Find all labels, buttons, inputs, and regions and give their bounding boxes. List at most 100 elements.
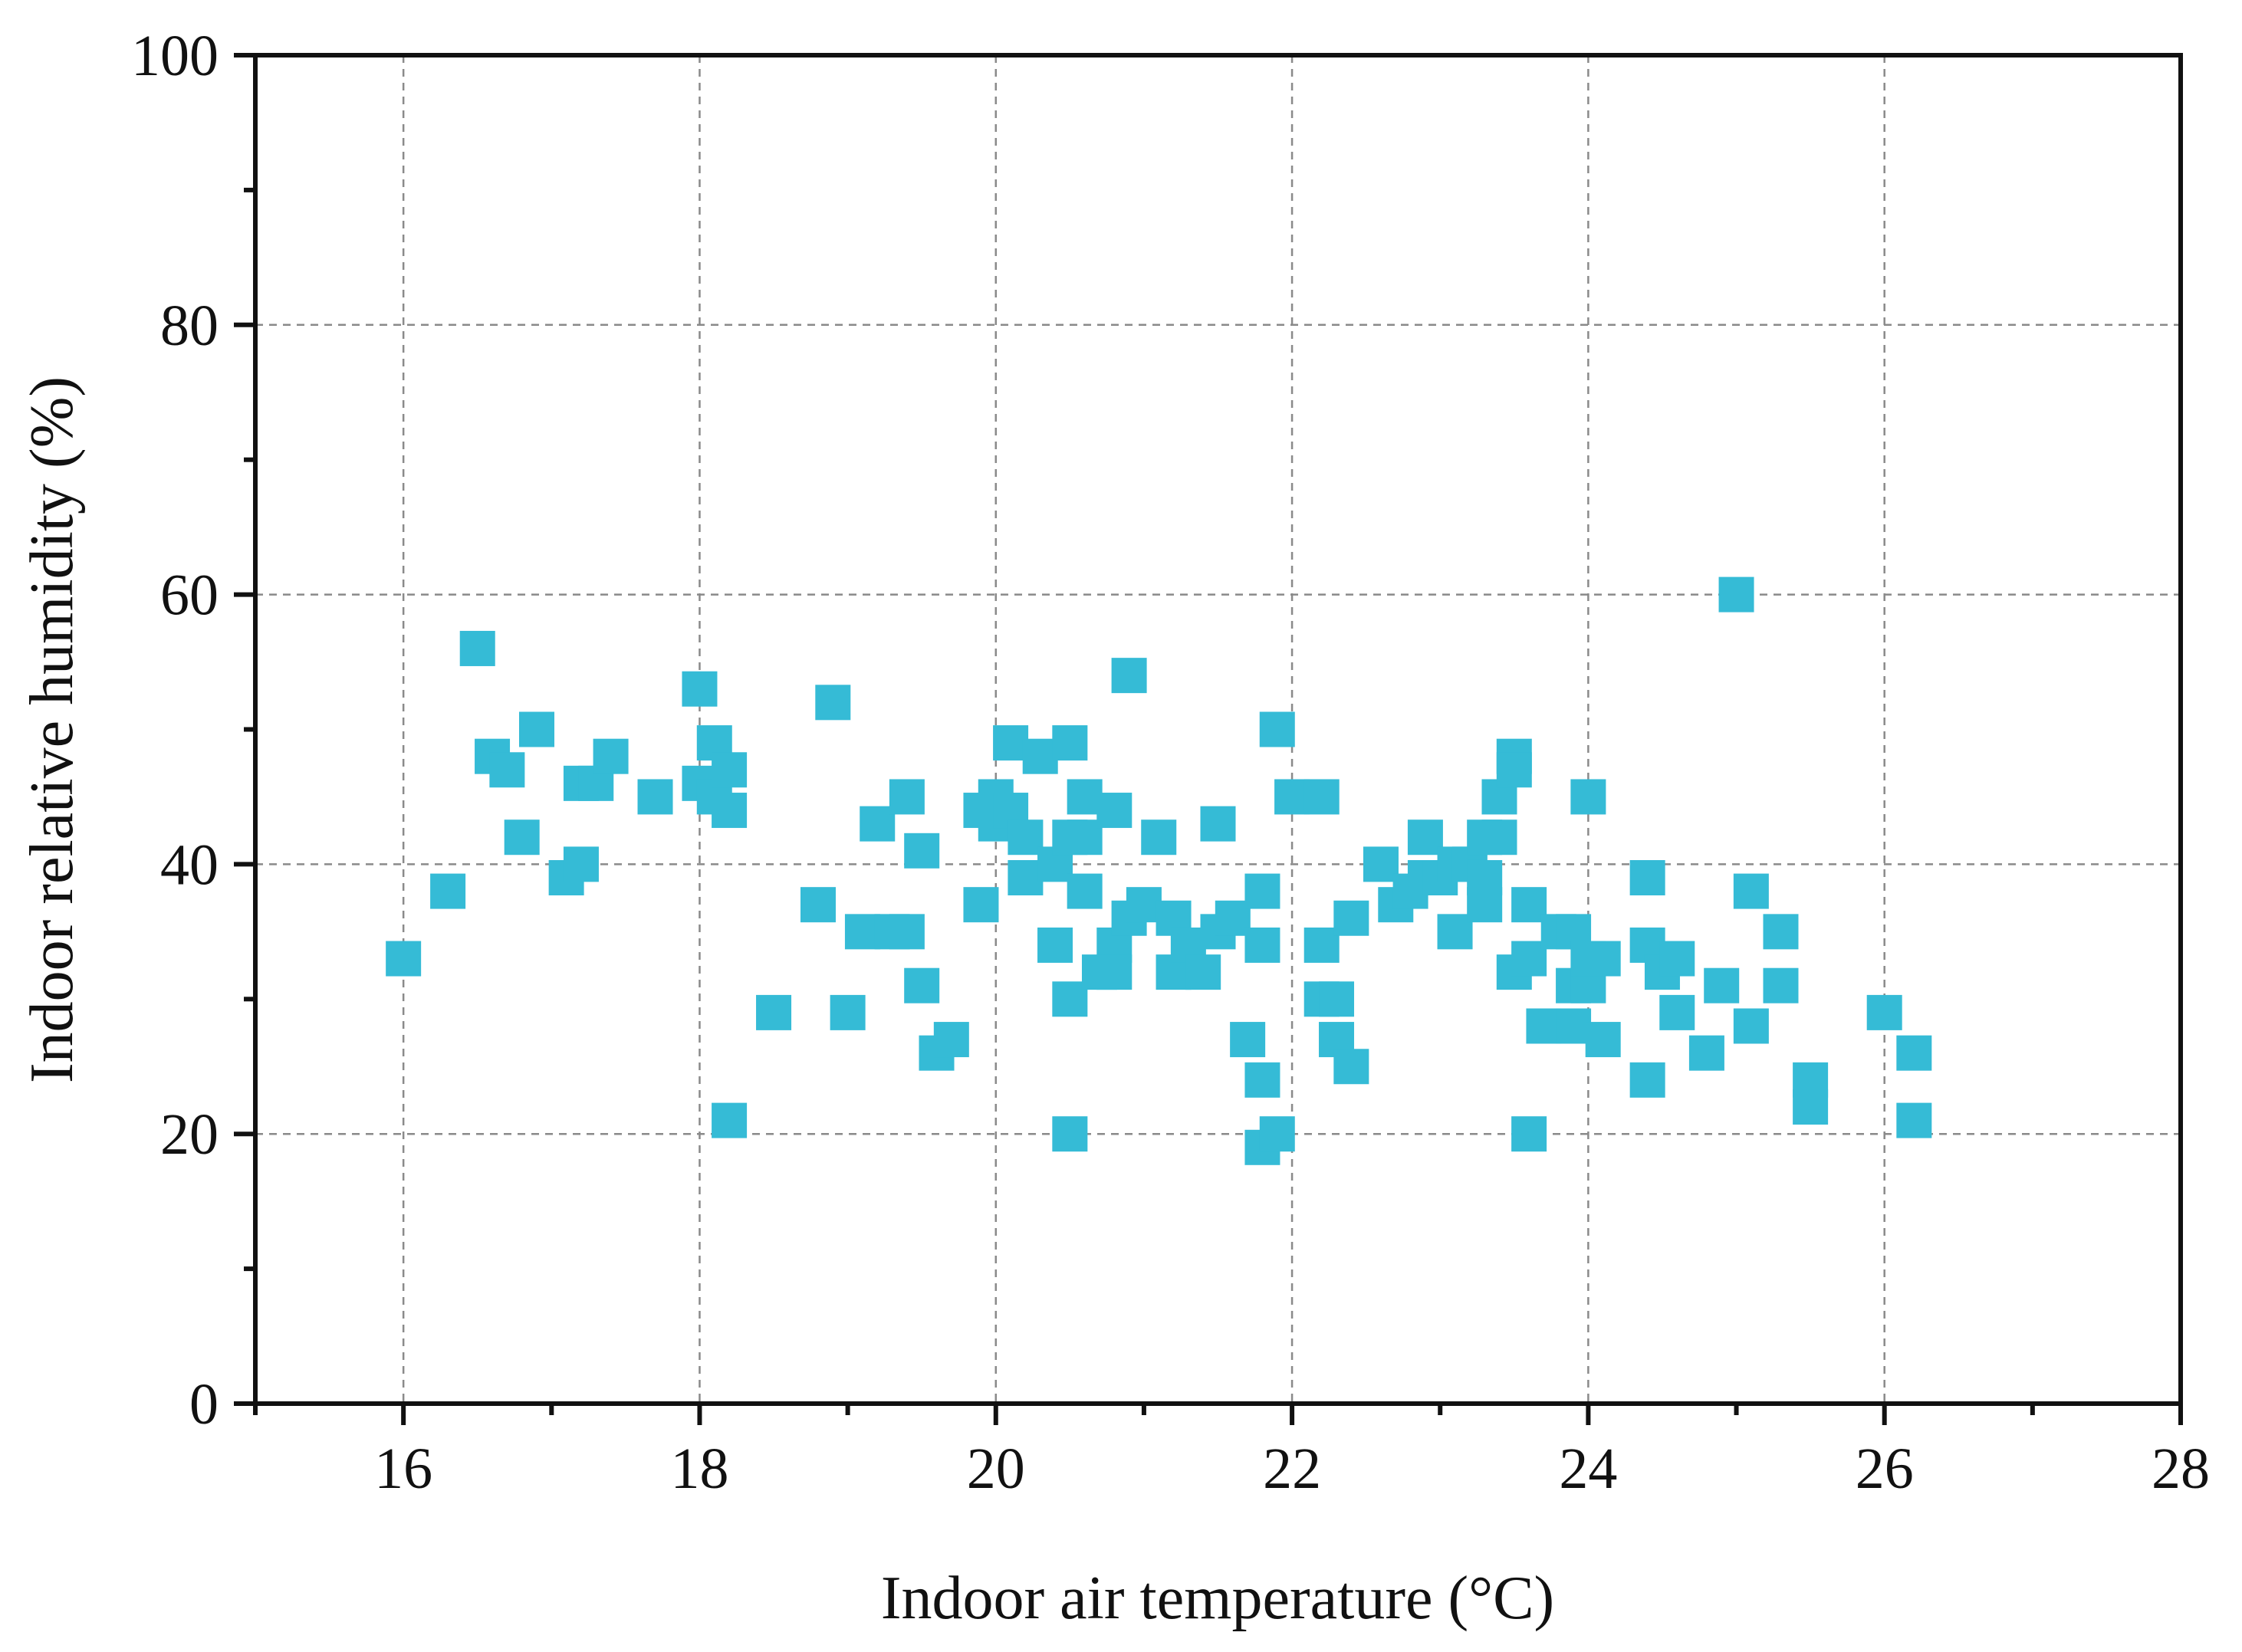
data-point — [904, 967, 940, 1003]
x-tick-label: 28 — [2152, 1437, 2210, 1501]
data-point — [504, 819, 540, 856]
x-tick-label: 26 — [1856, 1437, 1914, 1501]
data-point — [712, 793, 748, 829]
data-point — [1067, 873, 1103, 909]
y-axis-title: Indoor relative humidity (%) — [18, 376, 86, 1083]
data-point — [1052, 1116, 1088, 1152]
data-point — [1008, 819, 1044, 856]
data-point — [963, 887, 999, 923]
data-point — [1274, 779, 1310, 815]
data-point — [1244, 1062, 1280, 1098]
y-tick-label: 20 — [160, 1102, 219, 1167]
x-tick-label: 22 — [1263, 1437, 1321, 1501]
data-point — [593, 738, 629, 774]
data-point — [1244, 927, 1280, 963]
x-tick-label: 16 — [374, 1437, 432, 1501]
y-tick-label: 60 — [160, 563, 219, 628]
y-tick-label: 40 — [160, 833, 219, 897]
data-point — [1067, 779, 1103, 815]
data-point — [1303, 927, 1340, 963]
data-point — [430, 873, 466, 909]
data-point — [1511, 1116, 1547, 1152]
y-tick-labels: 0 20 40 60 80 100 — [131, 24, 219, 1437]
data-point — [489, 752, 525, 788]
y-tick-label: 0 — [189, 1372, 219, 1437]
data-point — [682, 671, 718, 707]
data-point — [1793, 1089, 1829, 1125]
data-point — [1585, 941, 1621, 977]
data-point — [1511, 887, 1547, 923]
data-point — [1244, 873, 1280, 909]
data-point — [889, 914, 925, 950]
data-point — [1259, 711, 1295, 747]
data-point — [1259, 1116, 1295, 1152]
data-point — [1185, 954, 1221, 990]
data-point — [1733, 873, 1769, 909]
data-point — [993, 725, 1029, 761]
data-point — [1481, 819, 1517, 856]
x-axis-title: Indoor air temperature (°C) — [881, 1565, 1554, 1632]
data-point — [815, 685, 851, 721]
data-point — [1008, 859, 1044, 895]
data-point — [1866, 994, 1902, 1030]
data-point — [459, 630, 495, 666]
data-point — [1629, 859, 1665, 895]
data-point — [1126, 887, 1162, 923]
data-point — [1052, 725, 1088, 761]
axis-ticks — [234, 53, 2183, 1425]
data-point — [844, 914, 880, 950]
data-point — [1303, 779, 1340, 815]
data-point — [1333, 900, 1369, 936]
data-point — [1437, 914, 1473, 950]
data-point — [1333, 1049, 1369, 1085]
data-point — [800, 887, 836, 923]
data-point — [1467, 887, 1503, 923]
data-point — [518, 711, 554, 747]
data-point — [712, 752, 748, 788]
data-point — [1704, 967, 1740, 1003]
grid-lines — [255, 55, 2181, 1404]
data-point — [860, 806, 896, 842]
data-point — [1718, 576, 1754, 613]
data-point — [1096, 954, 1133, 990]
data-point — [1556, 1008, 1592, 1044]
data-point — [563, 846, 599, 882]
data-point — [1037, 927, 1073, 963]
data-point — [1215, 900, 1251, 936]
data-point — [637, 779, 673, 815]
data-point — [1111, 658, 1147, 694]
data-point — [889, 779, 925, 815]
data-point — [1629, 1062, 1665, 1098]
data-point — [1230, 1022, 1266, 1058]
data-point — [1659, 994, 1695, 1030]
data-point — [1570, 779, 1606, 815]
data-points — [386, 576, 1932, 1165]
data-point — [1763, 914, 1799, 950]
data-point — [933, 1022, 969, 1058]
y-tick-label: 100 — [131, 24, 219, 88]
data-point — [1585, 1022, 1621, 1058]
data-point — [1763, 967, 1799, 1003]
data-point — [1200, 806, 1236, 842]
data-point — [1319, 981, 1355, 1017]
x-tick-label: 18 — [670, 1437, 728, 1501]
x-tick-label: 24 — [1559, 1437, 1617, 1501]
data-point — [712, 1102, 748, 1138]
data-point — [1511, 941, 1547, 977]
data-point — [1526, 1008, 1562, 1044]
data-point — [1407, 819, 1443, 856]
data-point — [756, 994, 792, 1030]
data-point — [1896, 1035, 1932, 1071]
data-point — [1096, 793, 1133, 829]
data-point — [1141, 819, 1177, 856]
data-point — [1896, 1102, 1932, 1138]
data-point — [830, 994, 866, 1030]
data-point — [386, 941, 422, 977]
data-point — [1067, 819, 1103, 856]
data-point — [1022, 738, 1058, 774]
data-point — [904, 833, 940, 869]
y-tick-label: 80 — [160, 294, 219, 358]
x-tick-labels: 16 18 20 22 24 26 28 — [374, 1437, 2210, 1501]
data-point — [1733, 1008, 1769, 1044]
